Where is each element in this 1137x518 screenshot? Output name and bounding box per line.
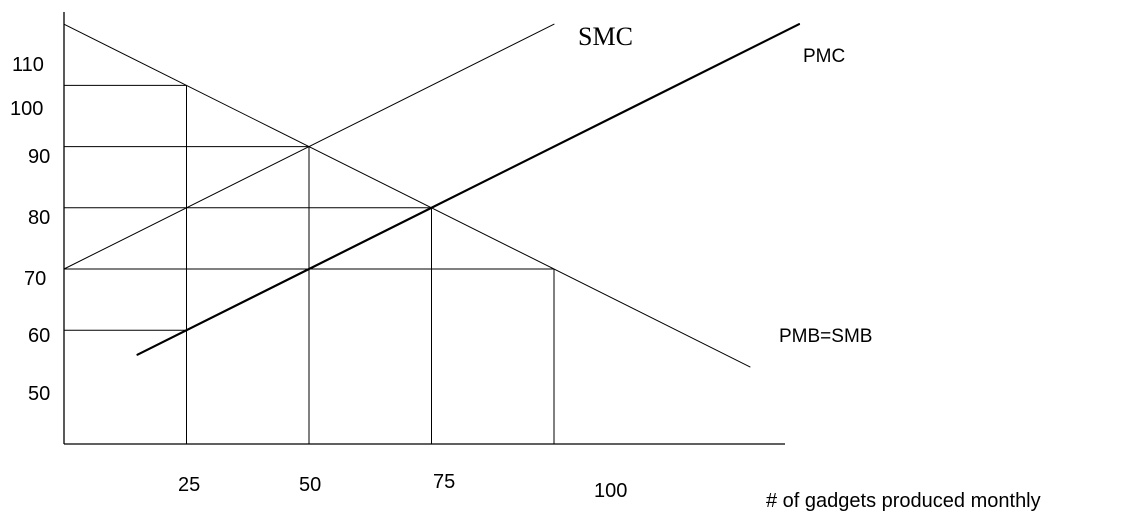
smc-line-label: SMC — [578, 22, 633, 51]
series-lines — [63, 23, 801, 368]
y-tick-label-60: 60 — [28, 325, 50, 347]
x-tick-label-75: 75 — [433, 471, 455, 493]
y-tick-label-90: 90 — [28, 146, 50, 168]
pmc-line — [136, 23, 801, 356]
x-tick-label-100: 100 — [594, 480, 627, 502]
labels: SMC PMC PMB=SMB 50 60 70 80 90 100 110 25 50 75 100 # … — [10, 22, 1041, 512]
y-tick-label-110: 110 — [12, 54, 44, 76]
x-tick-label-50: 50 — [299, 474, 321, 496]
x-axis-title: # of gadgets produced monthly — [766, 490, 1041, 512]
guide-lines — [64, 84, 555, 444]
y-tick-label-70: 70 — [24, 268, 46, 290]
x-tick-label-25: 25 — [178, 474, 200, 496]
y-tick-label-50: 50 — [28, 383, 50, 405]
y-tick-label-80: 80 — [28, 207, 50, 229]
pmb-smb-line-label: PMB=SMB — [779, 326, 872, 347]
pmc-line-label: PMC — [803, 46, 845, 67]
pmb-smb-line — [63, 23, 751, 368]
y-tick-label-100: 100 — [10, 98, 43, 120]
